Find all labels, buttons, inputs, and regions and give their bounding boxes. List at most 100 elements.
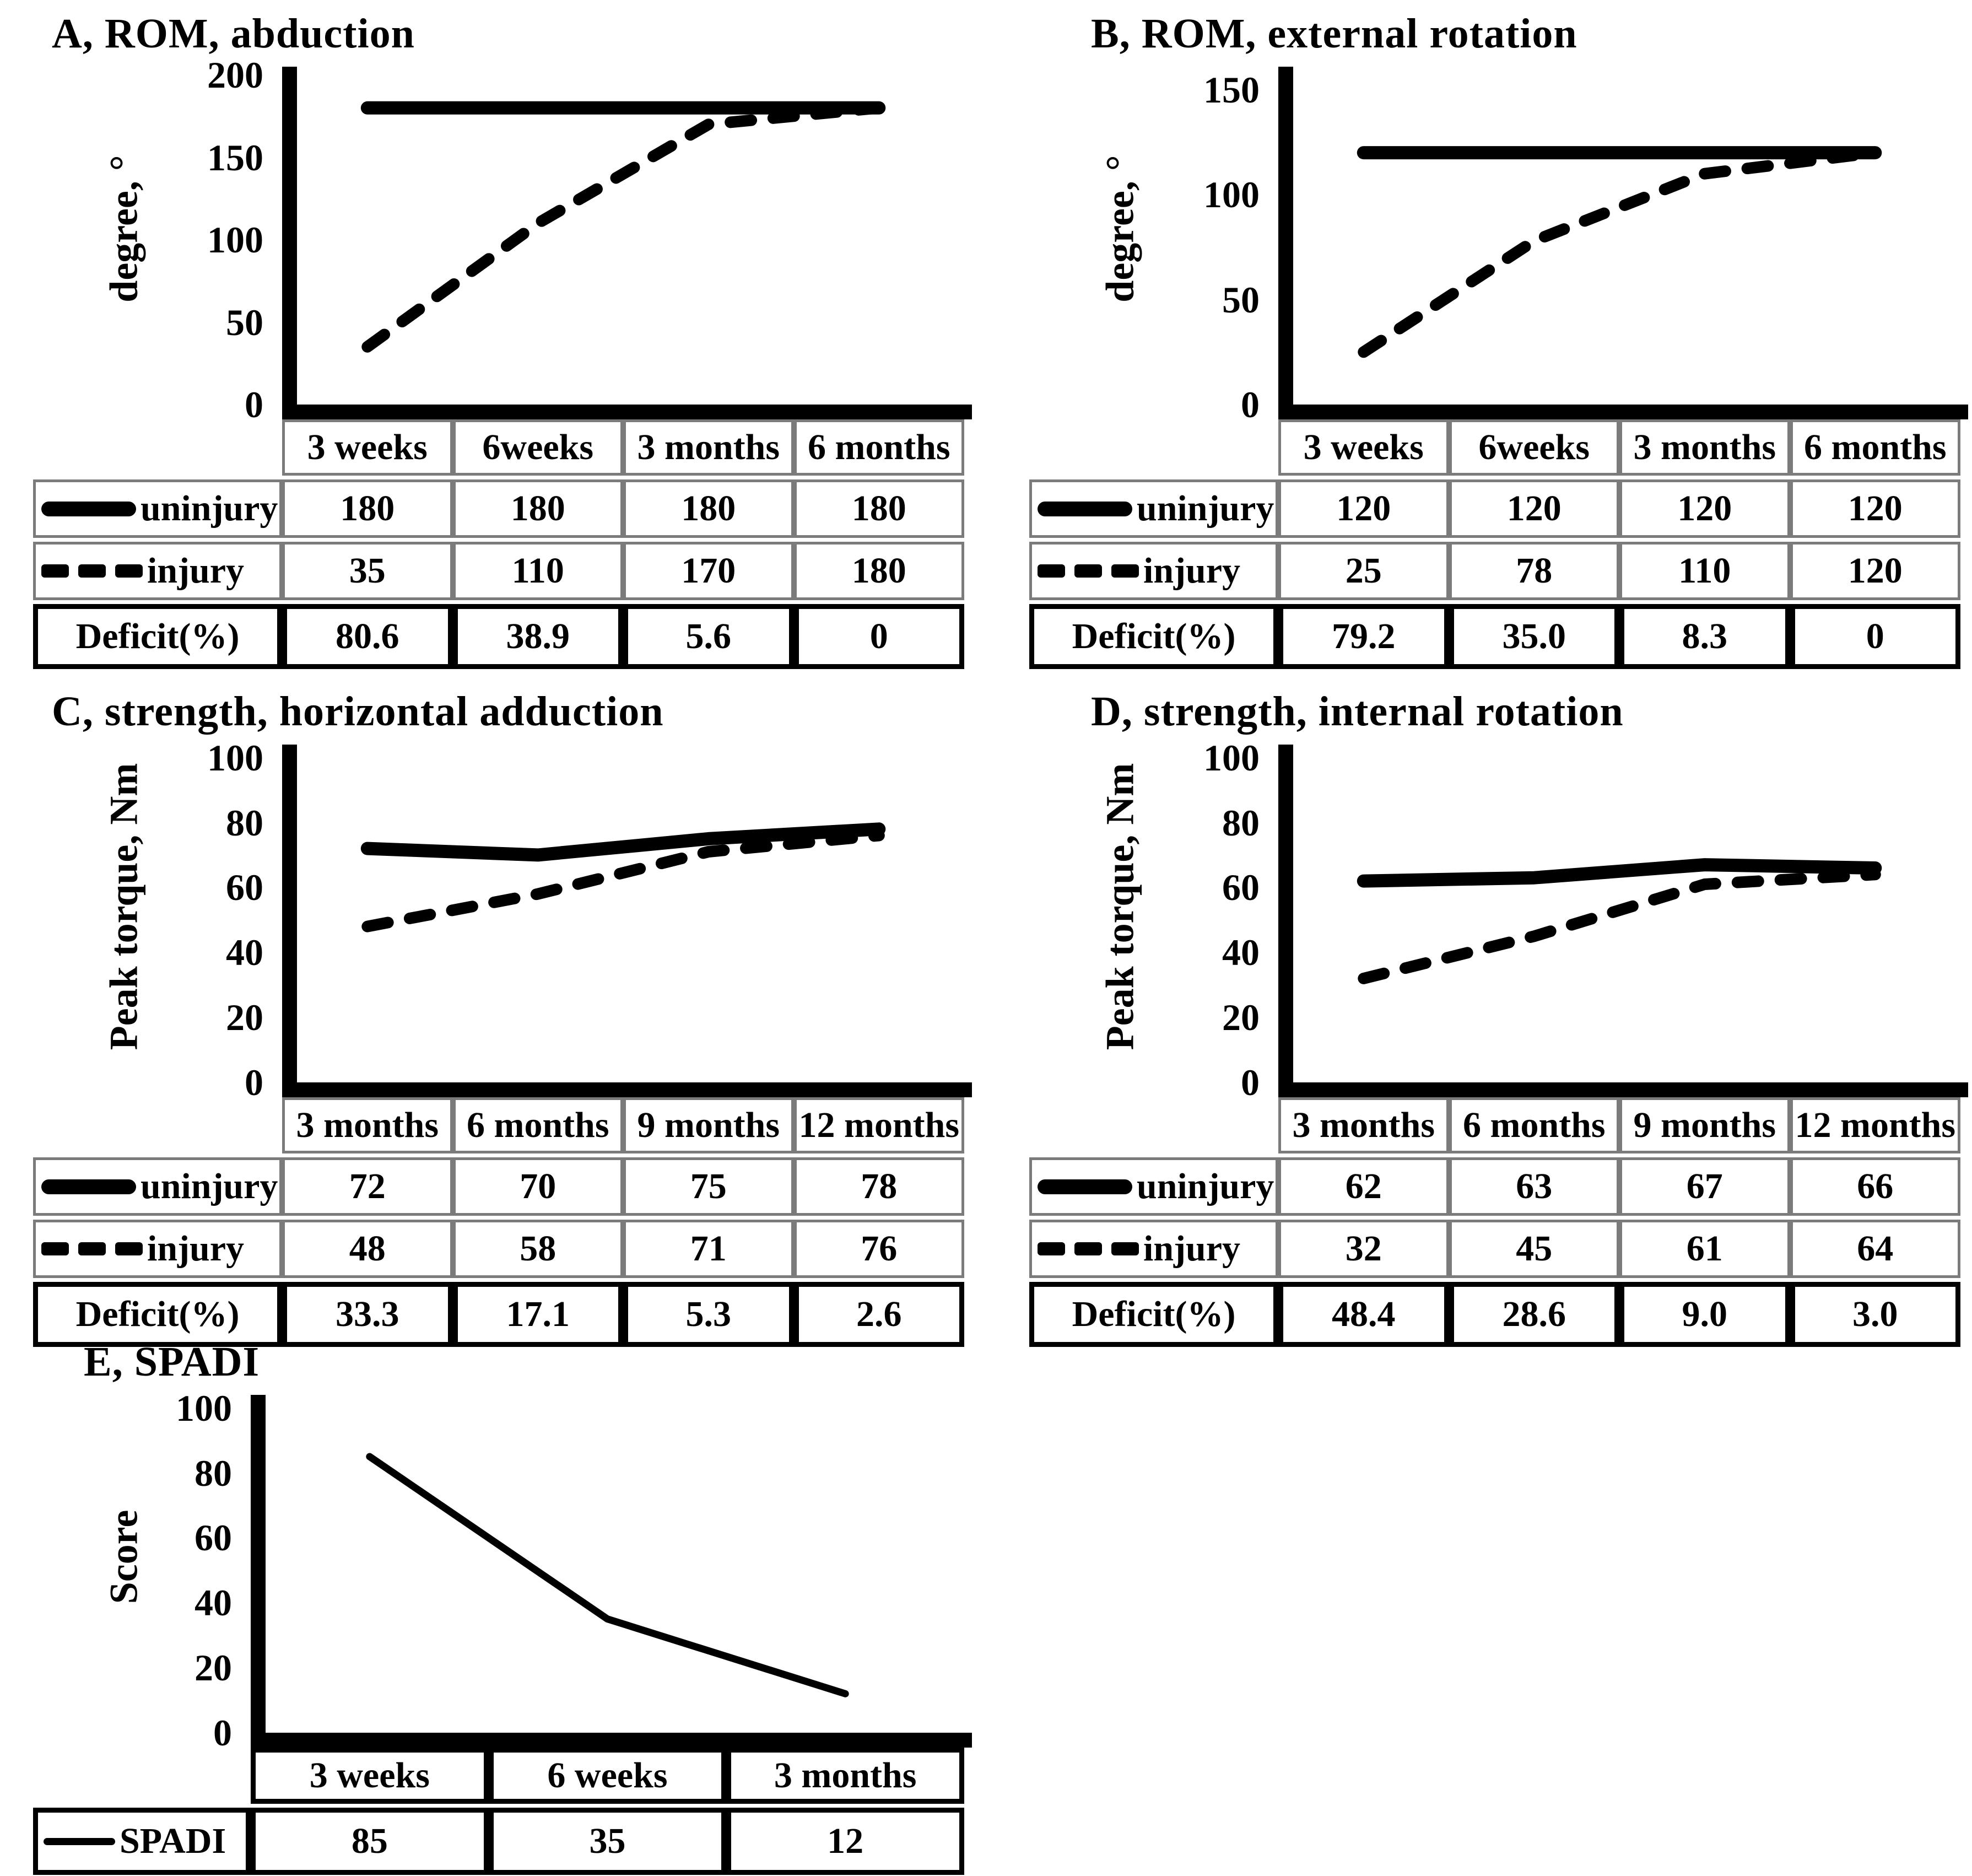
y-tick-label: 100 [1203, 736, 1260, 779]
y-tick-label: 0 [1241, 384, 1260, 425]
y-axis-ticks: 150 100 50 0 [1116, 67, 1260, 423]
table-value-cell: 110 [452, 542, 623, 600]
axis-gutter: degree, ° 200 150 100 50 0 [33, 56, 282, 423]
legend-cell-injury: injury [33, 542, 282, 600]
y-tick-label: 80 [1222, 801, 1260, 844]
panel-rom-abduction: A, ROM, abduction degree, ° 200 150 100 50 0… [33, 10, 972, 669]
y-tick-label: 40 [1222, 931, 1260, 974]
deficit-value-cell: 8.3 [1619, 604, 1790, 669]
y-tick-label: 100 [207, 736, 263, 779]
legend-cell-spadi: SPADI [33, 1808, 251, 1875]
column-header: 6 months [793, 419, 964, 476]
table-value-cell: 180 [282, 479, 453, 538]
y-axis-line [282, 67, 297, 419]
y-tick-label: 80 [195, 1452, 232, 1494]
panel-title: B, ROM, external rotation [1091, 10, 1577, 57]
y-tick-label: 20 [226, 996, 263, 1039]
y-axis-ticks: 100 80 60 40 20 0 [89, 1389, 232, 1751]
legend-series-name: injury [147, 551, 245, 591]
deficit-value-cell: 48.4 [1278, 1282, 1449, 1347]
deficit-value-cell: 38.9 [452, 604, 623, 669]
spadi-line-sample [44, 1837, 115, 1845]
y-tick-label: 80 [226, 801, 263, 844]
y-axis-line [1278, 745, 1293, 1097]
deficit-value-cell: 79.2 [1278, 604, 1449, 669]
x-axis-line [282, 405, 972, 419]
uninjury-line-sample [41, 501, 136, 516]
table-value-cell: 61 [1619, 1220, 1790, 1278]
legend-series-name: uninjury [141, 488, 278, 529]
plot-area [1278, 745, 1968, 1097]
column-header: 3 months [1278, 1097, 1449, 1153]
legend-series-name: injury [1143, 551, 1241, 591]
y-tick-label: 100 [176, 1387, 232, 1429]
deficit-value-cell: 80.6 [282, 604, 453, 669]
y-axis-line [1278, 67, 1293, 419]
table-value-cell: 25 [1278, 542, 1449, 600]
column-header: 3 months [1619, 419, 1790, 476]
panel-spadi: E, SPADI Score 100 80 60 40 20 0 3 weeks 6 wee… [33, 1338, 972, 1875]
line-series-canvas [360, 101, 886, 353]
injury-line-sample [1038, 564, 1139, 578]
column-header: 3 weeks [1278, 419, 1449, 476]
column-header: 6 months [1449, 1097, 1619, 1153]
y-axis-ticks: 100 80 60 40 20 0 [120, 739, 263, 1101]
series-line-uninjury [360, 822, 886, 862]
table-value-cell: 170 [623, 542, 794, 600]
legend-cell-uninjury: uninjury [33, 1157, 282, 1216]
deficit-value-cell: 9.0 [1619, 1282, 1790, 1347]
deficit-row-label: Deficit(%) [33, 604, 282, 669]
column-header: 6weeks [452, 419, 623, 476]
line-series-canvas [1357, 146, 1882, 358]
table-value-cell: 76 [793, 1220, 964, 1278]
column-header: 9 months [1619, 1097, 1790, 1153]
plot-area [1278, 67, 1968, 419]
table-corner-spacer [33, 1097, 282, 1153]
panel-strength-horizontal-adduction: C, strength, horizontal adduction Peak t… [33, 688, 972, 1347]
data-table: 3 weeks 6 weeks 3 months SPADI 85 35 12 [33, 1748, 964, 1875]
y-tick-label: 60 [1222, 866, 1260, 909]
x-axis-line [1278, 405, 1968, 419]
legend-cell-injury: injury [1029, 1220, 1278, 1278]
series-line-injury [361, 829, 885, 932]
y-tick-label: 20 [1222, 996, 1260, 1039]
deficit-value-cell: 3.0 [1790, 1282, 1960, 1347]
deficit-row-label: Deficit(%) [33, 1282, 282, 1347]
x-axis-line [251, 1733, 972, 1748]
y-tick-label: 0 [1241, 1061, 1260, 1103]
table-value-cell: 180 [452, 479, 623, 538]
table-value-cell: 12 [726, 1808, 964, 1875]
table-value-cell: 64 [1790, 1220, 1960, 1278]
chart-area: degree, ° 150 100 50 0 [1029, 67, 1968, 423]
table-value-cell: 180 [793, 479, 964, 538]
table-value-cell: 58 [452, 1220, 623, 1278]
deficit-value-cell: 17.1 [452, 1282, 623, 1347]
legend-series-name: injury [1143, 1228, 1241, 1269]
uninjury-line-sample [1038, 1179, 1132, 1194]
panel-title: D, strength, internal rotation [1091, 688, 1624, 735]
table-value-cell: 35 [488, 1808, 727, 1875]
table-value-cell: 180 [623, 479, 794, 538]
legend-series-name: injury [147, 1228, 245, 1269]
table-value-cell: 35 [282, 542, 453, 600]
column-header: 3 months [623, 419, 794, 476]
column-header: 6weeks [1449, 419, 1619, 476]
table-value-cell: 85 [251, 1808, 489, 1875]
plot-area [282, 745, 972, 1097]
legend-cell-injury: injury [1029, 542, 1278, 600]
column-header: 12 months [793, 1097, 964, 1153]
table-value-cell: 120 [1790, 542, 1960, 600]
y-tick-label: 0 [213, 1712, 232, 1754]
series-line-uninjury [1357, 858, 1882, 888]
deficit-value-cell: 35.0 [1449, 604, 1619, 669]
column-header: 6 weeks [488, 1748, 727, 1804]
table-value-cell: 63 [1449, 1157, 1619, 1216]
data-table: 3 months 6 months 9 months 12 months uninjur… [33, 1097, 964, 1347]
axis-gutter: Score 100 80 60 40 20 0 [33, 1389, 251, 1751]
table-value-cell: 45 [1449, 1220, 1619, 1278]
legend-cell-uninjury: uninjury [1029, 1157, 1278, 1216]
deficit-value-cell: 2.6 [793, 1282, 964, 1347]
injury-line-sample [41, 1242, 143, 1255]
y-tick-label: 40 [226, 931, 263, 974]
column-header: 6 months [452, 1097, 623, 1153]
